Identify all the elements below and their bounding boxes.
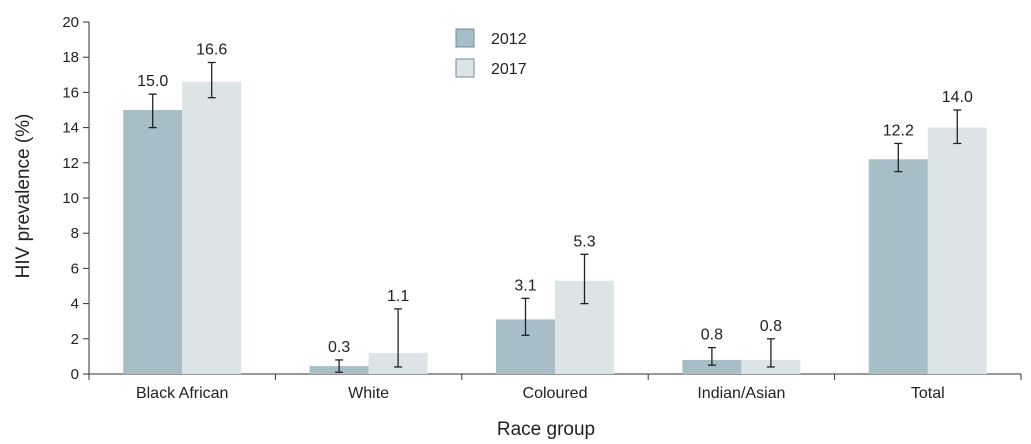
data-label-2012-0: 15.0	[137, 73, 168, 90]
y-tick-label-8: 8	[71, 225, 79, 242]
data-label-2012-2: 3.1	[514, 277, 536, 294]
legend-swatch-2012	[455, 28, 475, 48]
y-tick-label-12: 12	[62, 155, 79, 172]
data-label-2012-1: 0.3	[328, 339, 350, 356]
data-label-2017-1: 1.1	[387, 288, 409, 305]
y-tick-label-14: 14	[62, 120, 79, 137]
bar-2012-4	[868, 159, 928, 374]
data-label-2017-3: 0.8	[760, 318, 782, 335]
y-tick-label-16: 16	[62, 84, 79, 101]
data-label-2017-2: 5.3	[573, 233, 595, 250]
legend-label-2017: 2017	[491, 61, 527, 78]
y-tick-label-18: 18	[62, 49, 79, 66]
legend-label-2012: 2012	[491, 31, 527, 48]
y-axis: 0 2 4 6 8 10 12 14 16 18 20	[62, 14, 90, 383]
x-axis: Black African White Coloured Indian/Asian To…	[88, 373, 1022, 402]
x-tick-label-4: Total	[911, 385, 945, 402]
y-tick-label-4: 4	[71, 296, 79, 313]
data-label-2017-4: 14.0	[942, 89, 973, 106]
legend-swatch-2017	[455, 58, 475, 78]
bar-2012-3	[682, 359, 742, 374]
y-tick-label-6: 6	[71, 260, 79, 277]
bar-2017-0	[182, 81, 242, 374]
y-axis-title: HIV prevalence (%)	[13, 114, 34, 279]
data-label-2012-4: 12.2	[883, 122, 914, 139]
bar-2017-4	[927, 127, 987, 374]
legend: 2012 2017	[455, 28, 527, 78]
y-tick-label-2: 2	[71, 331, 79, 348]
x-tick-label-3: Indian/Asian	[697, 385, 785, 402]
y-tick-label-20: 20	[62, 14, 79, 31]
x-axis-title: Race group	[497, 419, 595, 440]
x-tick-label-0: Black African	[136, 385, 228, 402]
y-tick-label-10: 10	[62, 190, 79, 207]
y-tick-label-0: 0	[71, 366, 79, 383]
bar-2012-0	[123, 110, 183, 374]
x-tick-label-2: Coloured	[523, 385, 588, 402]
data-label-2012-3: 0.8	[701, 327, 723, 344]
x-tick-label-1: White	[348, 385, 389, 402]
bars: 15.0 16.6 0.3 1.1 3.1 5.3 0.8 0.8 12.2 14.0	[123, 41, 987, 374]
data-label-2017-0: 16.6	[196, 41, 227, 58]
